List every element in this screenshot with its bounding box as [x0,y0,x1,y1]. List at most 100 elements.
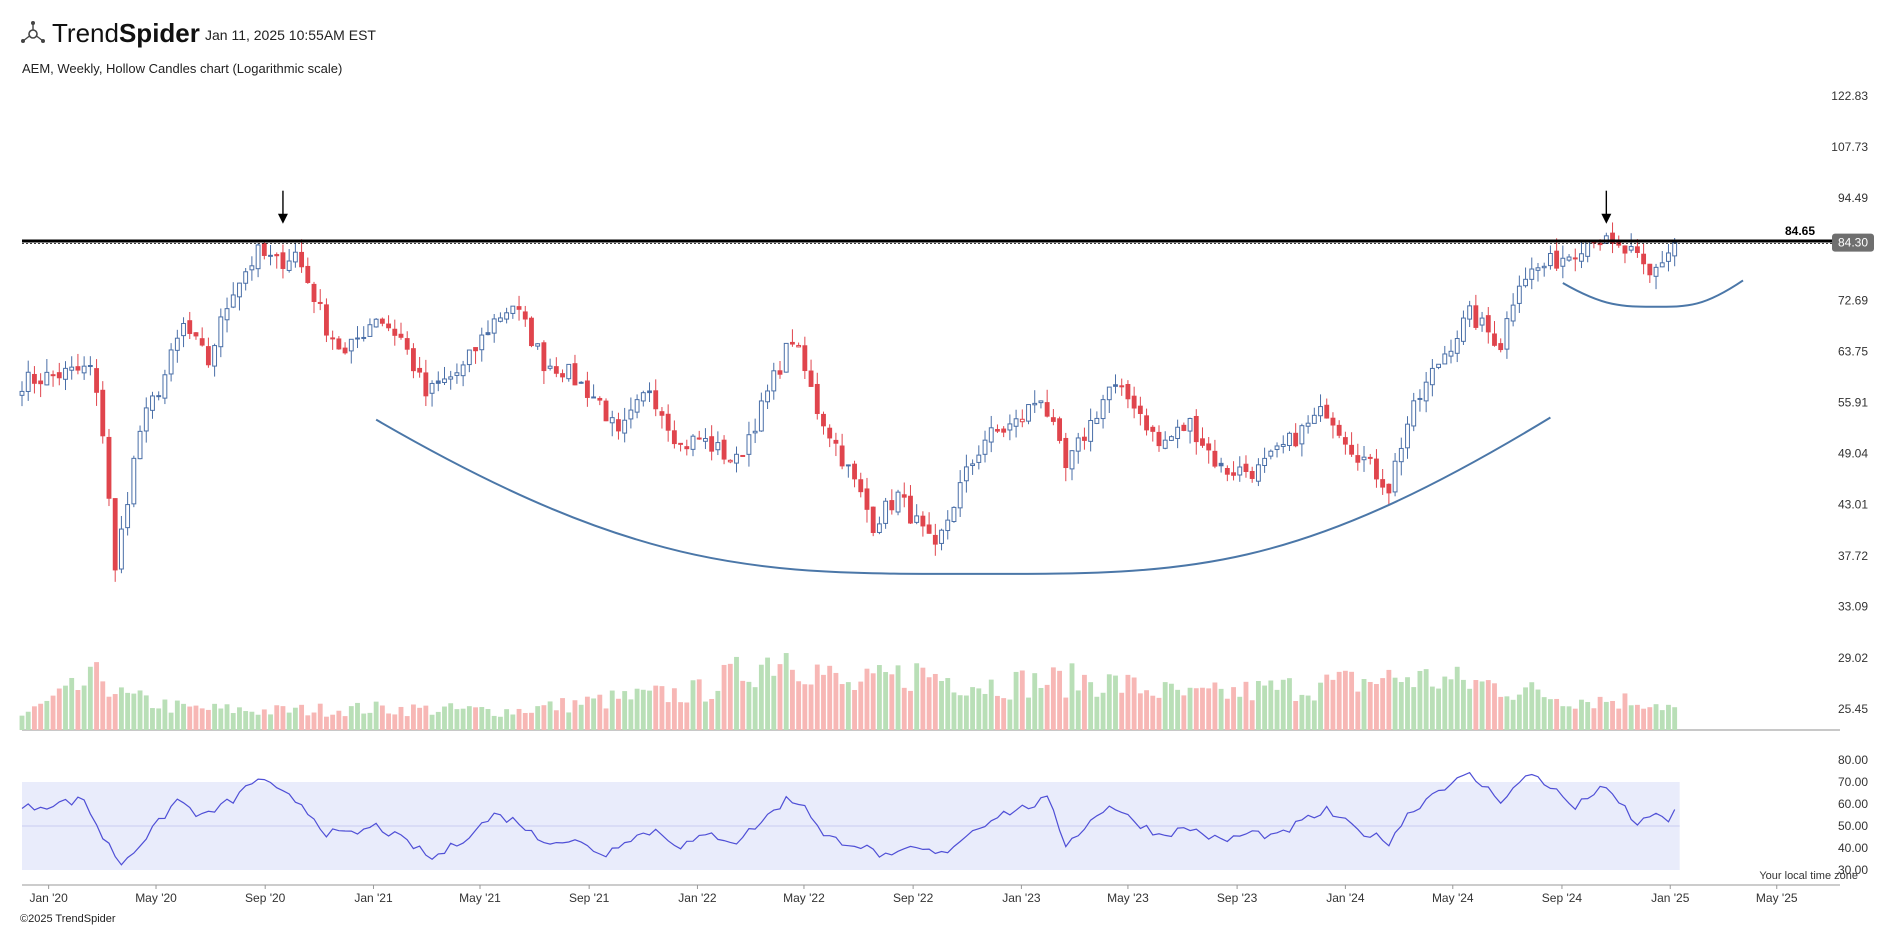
candle-body [852,463,857,480]
candle-body [1032,402,1038,406]
volume-bar [150,708,155,730]
candle [150,391,155,419]
volume-bar [1603,701,1609,730]
candle [870,506,876,537]
candle-body [1411,400,1417,427]
candle [1380,469,1386,495]
candle-body [727,459,733,463]
candle [230,282,236,309]
candle-body [926,524,932,534]
candle [1206,437,1212,464]
volume-bar [839,684,845,730]
candle-body [510,305,516,314]
volume-bar [1212,682,1218,730]
candle-body [1243,463,1249,472]
volume-bar [1672,707,1678,730]
volume-bar [628,699,634,730]
candle-body [814,383,820,414]
brand-light: Trend [52,18,119,48]
volume-bar [1461,679,1466,730]
volume-bar [112,694,118,730]
candle [603,398,609,422]
candle-body [609,417,615,424]
rsi-y-tick-label: 40.00 [1838,841,1868,855]
candle-body [771,370,777,392]
candle-body [1473,305,1479,328]
candle [616,412,621,440]
volume-bars [19,653,1678,730]
candle-body [951,506,957,523]
volume-bar [1572,708,1578,730]
candle-body [541,342,547,372]
candle [802,336,808,380]
candle [1342,431,1348,455]
volume-bar [1318,682,1323,730]
candle-body [1579,253,1584,262]
volume-bar [466,706,472,730]
volume-bar [1106,674,1112,730]
candle-body [591,396,597,399]
volume-bar [280,706,286,730]
candle-body [1628,246,1634,251]
candle-body [1175,426,1181,439]
candle [212,343,218,377]
candle [1523,267,1528,288]
candle [547,358,553,371]
volume-bar [1231,687,1236,730]
volume-bar [118,687,124,730]
volume-bar [864,668,870,730]
candle [814,372,820,420]
volume-bar [237,707,242,730]
candle [1405,416,1410,459]
candle-body [1597,242,1603,246]
candle-body [932,534,938,545]
volume-bar [578,704,584,730]
volume-bar [951,692,957,730]
candle-body [1038,400,1044,404]
candle-body [243,271,249,284]
candle [640,390,646,407]
volume-bar [1634,704,1640,730]
candle-body [361,336,367,339]
volume-bar [1181,695,1187,730]
volume-bar [1355,691,1361,730]
candle [1473,294,1479,330]
candle [1479,311,1485,332]
candle [777,361,783,379]
candle-body [1541,265,1547,269]
candle [995,424,1000,434]
candle-body [1653,266,1659,277]
spider-logo-icon [21,20,45,43]
candle-body [1069,450,1075,470]
volume-bar [1113,675,1118,730]
candle [367,318,373,337]
candle [324,298,329,343]
candle [572,354,578,386]
volume-bar [1386,669,1392,730]
volume-bar [1380,678,1386,730]
candle [162,369,168,405]
y-tick-label: 49.04 [1838,447,1868,461]
candle [740,454,746,457]
candle [796,342,802,348]
candle-body [802,345,808,372]
volume-bar [398,706,404,730]
candle-body [901,494,907,498]
volume-bar [181,703,186,730]
volume-bar [1193,688,1199,730]
volume-bar [1392,677,1398,730]
candle [1355,443,1361,471]
candle-body [1392,460,1398,493]
candle-body [995,429,1000,432]
candle [1287,431,1292,452]
candle-body [1666,252,1671,262]
candle-body [1131,395,1137,409]
candle-body [1019,418,1025,423]
volume-bar [1641,708,1647,730]
candle-body [1044,402,1050,417]
candle [205,337,211,368]
candle-body [535,343,541,347]
candle [299,239,305,273]
candle [1293,423,1299,448]
candle [1082,427,1087,450]
